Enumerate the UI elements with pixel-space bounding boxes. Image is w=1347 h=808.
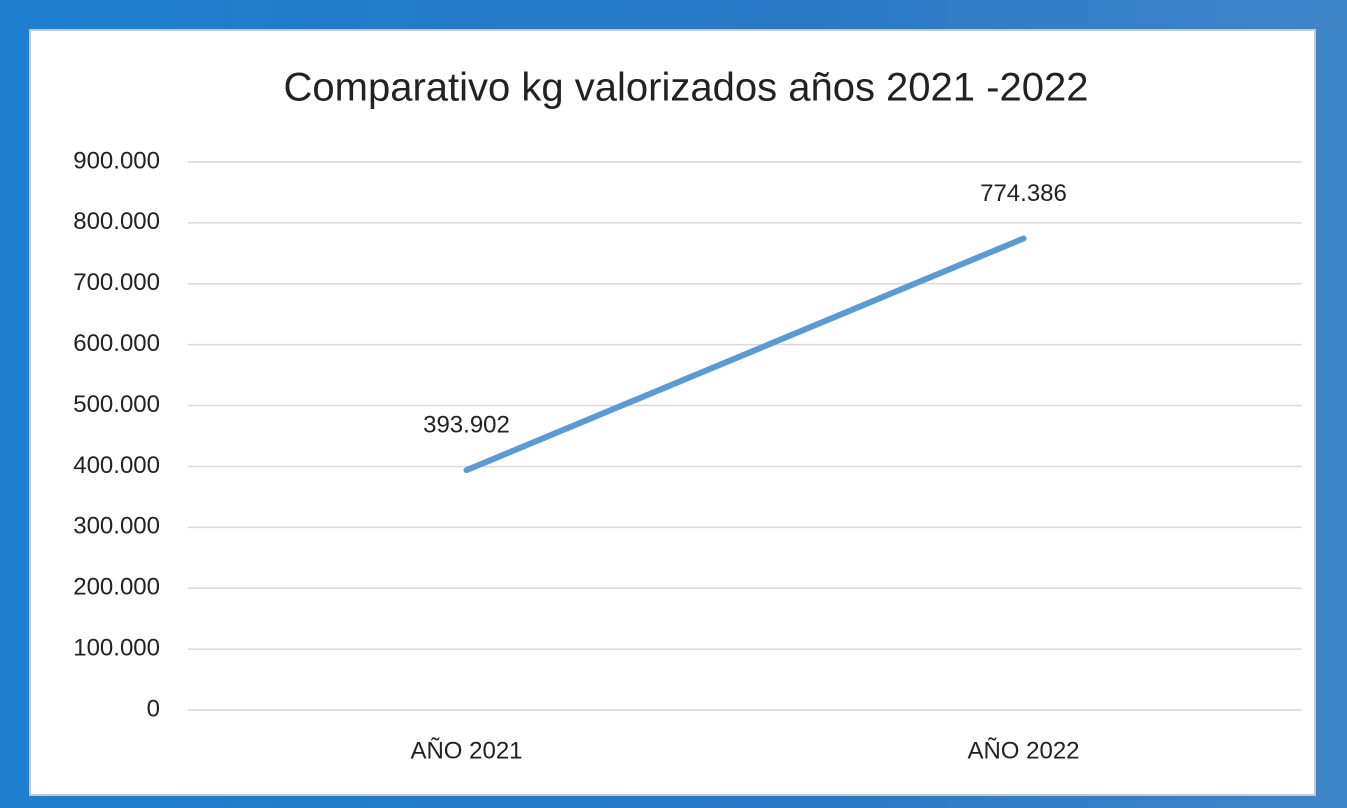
y-tick-label: 100.000 [73,634,160,661]
x-tick-label: AÑO 2021 [410,737,522,764]
y-tick-label: 400.000 [73,452,160,479]
y-tick-label: 300.000 [73,513,160,540]
y-tick-label: 900.000 [73,147,160,174]
y-tick-label: 0 [147,695,160,722]
y-tick-label: 600.000 [73,330,160,357]
chart-area [29,29,1316,796]
data-label: 393.902 [423,412,510,439]
y-tick-label: 200.000 [73,574,160,601]
y-tick-label: 500.000 [73,391,160,418]
chart-title: Comparativo kg valorizados años 2021 -20… [284,66,1089,110]
y-tick-label: 800.000 [73,208,160,235]
data-line [463,235,1027,474]
y-tick-label: 700.000 [73,269,160,296]
data-label: 774.386 [980,180,1067,207]
x-tick-label: AÑO 2022 [967,737,1079,764]
